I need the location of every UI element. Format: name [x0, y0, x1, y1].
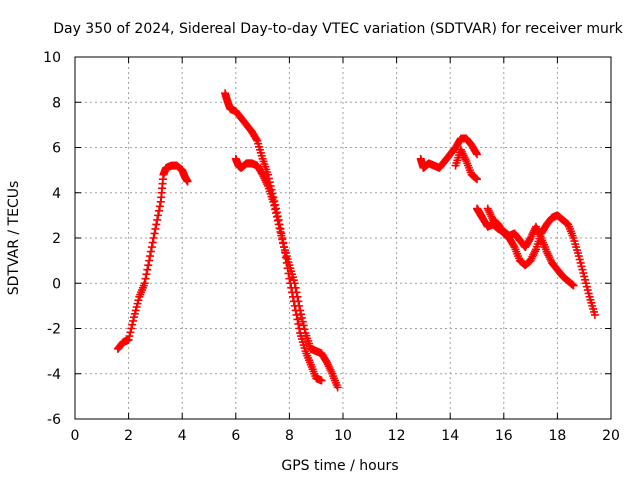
data-point-trace: [298, 317, 307, 326]
data-point-trace: [146, 247, 155, 256]
series-segment-5: [451, 145, 481, 184]
data-point-trace: [272, 212, 281, 221]
data-point-trace: [297, 310, 306, 319]
x-tick-label: 6: [231, 428, 240, 444]
data-point: [290, 279, 299, 288]
x-tick-label: 14: [441, 428, 459, 444]
data-point-trace: [275, 224, 284, 233]
data-point-trace: [152, 220, 161, 229]
y-tick-label: 10: [43, 50, 61, 66]
x-tick-label: 16: [495, 428, 513, 444]
data-point-trace: [129, 316, 138, 325]
chart-title: Day 350 of 2024, Sidereal Day-to-day VTE…: [53, 21, 623, 37]
x-tick-label: 2: [124, 428, 133, 444]
series-segment-3: [231, 154, 342, 392]
series-segment-7: [483, 204, 599, 319]
axis-ticks: [74, 56, 612, 420]
data-point-trace: [295, 301, 304, 310]
y-tick-label: 2: [52, 231, 61, 247]
data-point-trace: [141, 274, 150, 283]
data-point: [296, 306, 305, 315]
data-point: [569, 281, 578, 290]
data-point-trace: [147, 243, 156, 252]
data-point-trace: [297, 313, 306, 322]
data-point: [269, 197, 278, 206]
data-point: [473, 150, 481, 159]
data-point: [285, 274, 294, 283]
data-point-trace: [126, 328, 135, 337]
x-axis-label: GPS time / hours: [281, 458, 398, 474]
data-point: [183, 177, 192, 186]
y-tick-label: 6: [52, 141, 61, 157]
data-point-trace: [149, 234, 158, 242]
data-point-trace: [128, 320, 137, 329]
data-point-trace: [292, 288, 301, 297]
data-point-trace: [145, 256, 154, 265]
data-point-trace: [291, 283, 300, 292]
data-point-trace: [148, 238, 157, 247]
x-tick-label: 12: [388, 428, 406, 444]
data-point: [317, 376, 326, 385]
x-tick-labels: 0 2 4 6 8 10 12 14 16 18 20: [71, 428, 620, 444]
y-tick-labels: -6 -4 -2 0 2 4 6 8 10: [43, 50, 61, 428]
data-point-trace: [150, 229, 159, 238]
data-point-trace: [509, 241, 518, 250]
data-point-trace: [279, 239, 288, 248]
data-point-trace: [154, 211, 163, 220]
data-point-trace: [144, 261, 153, 270]
data-point: [151, 224, 160, 233]
data-point-trace: [142, 270, 151, 279]
y-axis-label: SDTVAR / TECUs: [6, 181, 22, 296]
data-point-trace: [300, 325, 309, 334]
data-point-trace: [293, 315, 302, 324]
data-points: [113, 89, 599, 392]
data-point-trace: [277, 231, 286, 240]
y-tick-label: -4: [47, 367, 61, 383]
data-point: [473, 175, 481, 184]
data-point-trace: [472, 148, 481, 157]
data-point-trace: [125, 332, 134, 341]
data-point-trace: [252, 135, 261, 144]
data-point: [146, 252, 155, 261]
y-tick-label: 4: [52, 186, 61, 202]
data-point-trace: [273, 216, 282, 225]
data-point: [590, 310, 599, 319]
data-point-trace: [276, 227, 285, 236]
data-point-trace: [278, 235, 287, 244]
data-point-trace: [272, 209, 280, 218]
data-point: [140, 279, 149, 288]
series-segment-1: [113, 161, 192, 353]
y-tick-label: -6: [47, 412, 61, 428]
data-point-trace: [299, 321, 308, 330]
y-tick-label: 8: [52, 95, 61, 111]
data-point-trace: [155, 202, 164, 211]
series-segment-4: [416, 134, 481, 172]
data-point: [124, 335, 133, 344]
y-tick-label: 0: [52, 276, 61, 292]
data-point-trace: [270, 201, 279, 210]
x-tick-label: 20: [602, 428, 620, 444]
data-point-trace: [127, 324, 136, 333]
data-point-trace: [293, 292, 302, 301]
data-point-trace: [271, 205, 280, 214]
x-tick-label: 18: [548, 428, 566, 444]
x-tick-label: 10: [334, 428, 352, 444]
x-tick-label: 4: [178, 428, 187, 444]
data-point-trace: [294, 297, 303, 306]
data-point-trace: [154, 206, 163, 215]
data-point-trace: [153, 215, 162, 224]
data-point: [333, 383, 342, 392]
y-tick-label: -2: [47, 322, 61, 338]
x-tick-label: 8: [285, 428, 294, 444]
series-segment-6: [473, 204, 578, 290]
data-point: [274, 220, 283, 229]
data-point-trace: [294, 319, 303, 328]
data-point-trace: [143, 265, 152, 274]
x-tick-label: 0: [71, 428, 80, 444]
